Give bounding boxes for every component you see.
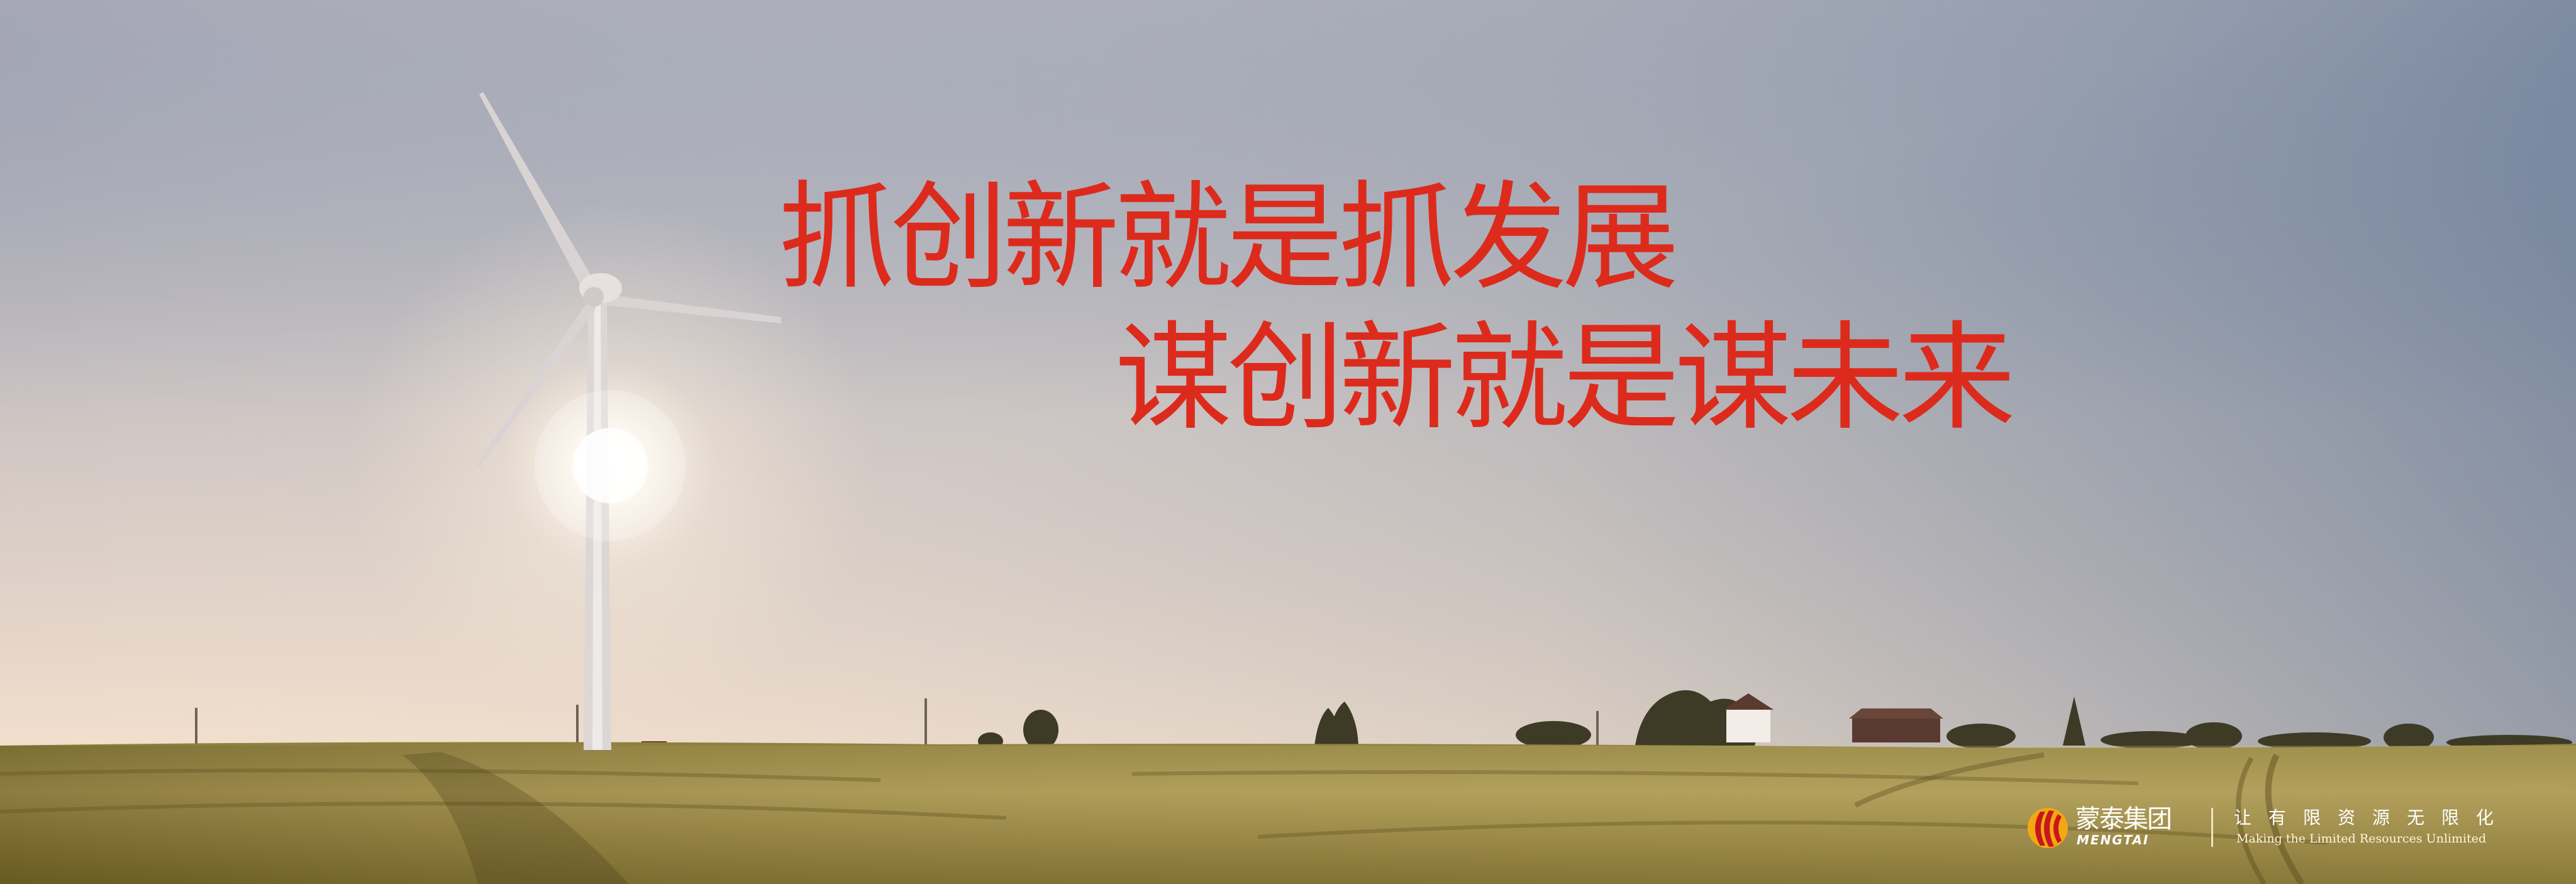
mengtai-logo-icon — [2028, 808, 2068, 848]
brand-divider — [2211, 808, 2213, 847]
headline-line-1: 抓创新就是抓发展 — [779, 169, 1679, 306]
field-texture — [0, 753, 2328, 884]
wind-turbine — [475, 92, 781, 750]
headline-line-2: 谋创新就是谋未来 — [1115, 310, 2016, 446]
brand-lockup: 蒙泰集团 MENGTAI 让有限资源无限化 Making the Limited… — [2026, 805, 2542, 849]
brand-slogan-en: Making the Limited Resources Unlimited — [2236, 832, 2487, 846]
brand-slogan-cn: 让有限资源无限化 — [2234, 807, 2511, 828]
brand-name-en: MENGTAI — [2077, 832, 2150, 848]
brand-name-cn: 蒙泰集团 — [2075, 805, 2172, 834]
horizon-treeline — [641, 690, 2572, 751]
utility-poles — [195, 698, 1599, 749]
